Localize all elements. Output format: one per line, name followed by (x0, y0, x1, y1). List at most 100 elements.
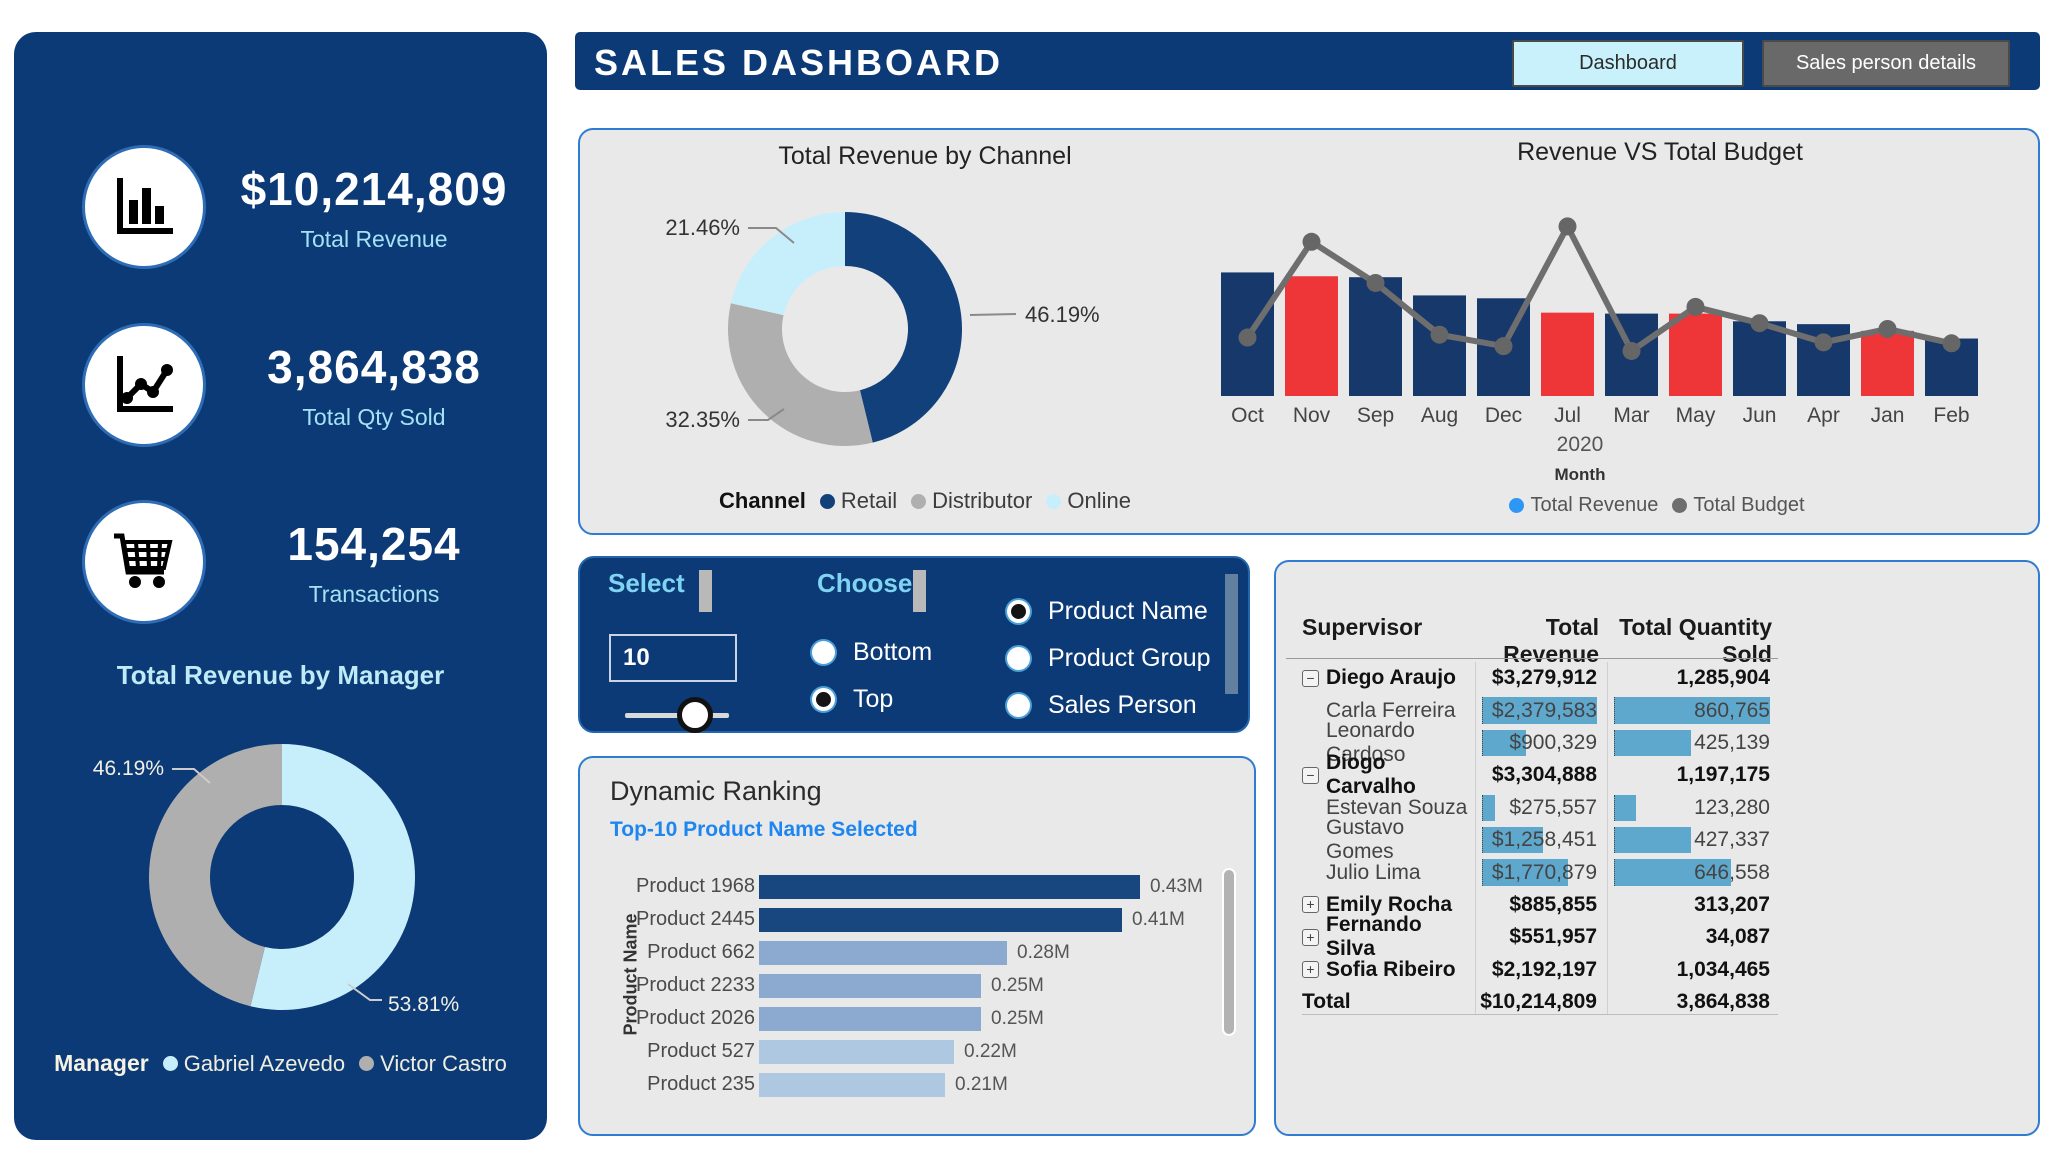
budget-point-sep[interactable] (1366, 273, 1385, 292)
ranking-category-label: Product 2233 (636, 974, 755, 996)
revenue-bar-jun[interactable] (1733, 321, 1786, 396)
tab-dashboard[interactable]: Dashboard (1512, 40, 1744, 87)
matrix-column-header-2[interactable]: Total Revenue (1503, 614, 1599, 667)
donut-slice-retail[interactable] (845, 212, 962, 443)
topn-slider-handle[interactable] (677, 697, 713, 733)
ranking-bar[interactable] (759, 1072, 945, 1097)
ranking-bar[interactable] (759, 1039, 954, 1064)
topn-value-input[interactable] (609, 634, 737, 682)
revenue-bar-jul[interactable] (1541, 312, 1594, 396)
choose-scrollbar[interactable] (913, 570, 926, 612)
radio-icon[interactable] (812, 688, 835, 711)
radio-icon[interactable] (1007, 694, 1030, 717)
tab-sales-person-details[interactable]: Sales person details (1762, 40, 2010, 87)
donut-slice-gabriel-azevedo[interactable] (250, 744, 416, 1010)
budget-point-aug[interactable] (1430, 325, 1449, 344)
matrix-row-sofia-ribeiro[interactable]: + Sofia Ribeiro $2,192,197 1,034,465 (1276, 954, 1796, 986)
field-option-sales-person[interactable]: Sales Person (1007, 691, 1197, 720)
matrix-row-gustavo-gomes[interactable]: Gustavo Gomes $1,258,451 427,337 (1276, 816, 1796, 863)
revenue-databar (1482, 729, 1526, 757)
kpi-label: Total Revenue (300, 225, 448, 252)
matrix-quantity-cell: 427,337 (1694, 828, 1770, 852)
ranking-title: Dynamic Ranking (610, 776, 822, 806)
budget-point-jan[interactable] (1878, 319, 1897, 338)
choose-option-bottom[interactable]: Bottom (812, 638, 932, 667)
revenue-bar-nov[interactable] (1285, 276, 1338, 396)
budget-point-jul[interactable] (1558, 217, 1577, 236)
quantity-databar (1614, 826, 1691, 854)
revenue-bar-jan[interactable] (1861, 330, 1914, 396)
expand-icon[interactable]: + (1302, 928, 1319, 946)
expand-icon[interactable]: + (1302, 961, 1319, 979)
budget-point-oct[interactable] (1238, 328, 1257, 347)
matrix-column-header-3[interactable]: Total Quantity Sold (1619, 614, 1772, 667)
matrix-name-cell: Gustavo Gomes (1326, 816, 1405, 864)
choose-option-top[interactable]: Top (812, 685, 893, 714)
ranking-bar[interactable] (759, 940, 1007, 965)
donut-slice-victor-castro[interactable] (149, 744, 282, 1007)
donut-slice-online[interactable] (730, 212, 845, 316)
matrix-column-header-1[interactable]: Supervisor (1302, 614, 1423, 640)
ranking-value-label: 0.28M (1017, 941, 1070, 963)
legend-item-online[interactable]: Online (1046, 488, 1131, 514)
field-option-product-name[interactable]: Product Name (1007, 597, 1208, 626)
ranking-bar[interactable] (759, 1006, 981, 1031)
matrix-row-emily-rocha[interactable]: + Emily Rocha $885,855 313,207 (1276, 889, 1796, 921)
budget-point-apr[interactable] (1814, 333, 1833, 352)
ranking-row-product-527: Product 527 0.22M (580, 1035, 1230, 1068)
revenue-bar-aug[interactable] (1413, 295, 1466, 396)
legend-item-distributor[interactable]: Distributor (911, 488, 1032, 514)
matrix-row-carla-ferreira[interactable]: Carla Ferreira $2,379,583 860,765 (1276, 694, 1796, 726)
donut-slice-distributor[interactable] (728, 303, 873, 446)
revenue-bar-may[interactable] (1669, 313, 1722, 396)
budget-point-feb[interactable] (1942, 334, 1961, 353)
budget-point-jun[interactable] (1750, 314, 1769, 333)
collapse-icon[interactable]: − (1302, 669, 1319, 687)
matrix-row-estevan-souza[interactable]: Estevan Souza $275,557 123,280 (1276, 792, 1796, 824)
page-title: SALES DASHBOARD (594, 42, 1004, 83)
legend-item-victor-castro[interactable]: Victor Castro (359, 1051, 507, 1077)
legend-item-retail[interactable]: Retail (819, 488, 897, 514)
legend-item-total-revenue[interactable]: Total Revenue (1509, 494, 1658, 517)
expand-icon[interactable]: + (1302, 896, 1319, 914)
matrix-row-total[interactable]: Total $10,214,809 3,864,838 (1276, 986, 1796, 1018)
matrix-row-diego-araujo[interactable]: − Diego Araujo $3,279,912 1,285,904 (1276, 662, 1796, 694)
radio-icon[interactable] (1007, 600, 1030, 623)
budget-point-may[interactable] (1686, 297, 1705, 316)
x-tick-oct: Oct (1231, 404, 1264, 427)
ranking-bar[interactable] (759, 874, 1140, 899)
legend-dot (1672, 498, 1688, 513)
channel-legend: Channel Retail Distributor Online (580, 488, 1270, 514)
radio-icon[interactable] (812, 641, 835, 664)
ranking-bar[interactable] (759, 973, 981, 998)
legend-item-gabriel-azevedo[interactable]: Gabriel Azevedo (162, 1051, 345, 1077)
matrix-row-fernando-silva[interactable]: + Fernando Silva $551,957 34,087 (1276, 913, 1796, 960)
ranking-bar[interactable] (759, 907, 1122, 932)
manager-donut-chart[interactable]: 46.19% 53.81% (14, 32, 547, 1140)
legend-label: Online (1067, 488, 1131, 513)
budget-point-dec[interactable] (1494, 337, 1513, 356)
x-axis-title: Month (1555, 465, 1606, 484)
matrix-quantity-cell: 425,139 (1694, 730, 1770, 754)
matrix-quantity-cell: 1,197,175 (1676, 763, 1770, 787)
collapse-icon[interactable]: − (1302, 766, 1319, 784)
matrix-row-diogo-carvalho[interactable]: − Diogo Carvalho $3,304,888 1,197,175 (1276, 751, 1796, 798)
legend-item-total-budget[interactable]: Total Budget (1672, 494, 1805, 517)
matrix-bottom-divider (1302, 1014, 1778, 1015)
field-group-scrollbar[interactable] (1225, 574, 1238, 694)
ranking-category-label: Product 1968 (636, 875, 755, 897)
radio-label: Sales Person (1048, 691, 1197, 719)
channel-label-retail: 46.19% (1025, 302, 1100, 327)
field-option-product-group[interactable]: Product Group (1007, 644, 1211, 673)
select-scrollbar[interactable] (699, 570, 712, 612)
ranking-scrollbar[interactable] (1222, 868, 1236, 1036)
ranking-category-label: Product 2026 (636, 1007, 755, 1029)
radio-icon[interactable] (1007, 647, 1030, 670)
matrix-row-julio-lima[interactable]: Julio Lima $1,770,879 646,558 (1276, 856, 1796, 888)
matrix-revenue-cell: $10,214,809 (1480, 990, 1597, 1014)
matrix-row-leonardo-cardoso[interactable]: Leonardo Cardoso $900,329 425,139 (1276, 719, 1796, 766)
matrix-revenue-cell: $551,957 (1509, 925, 1597, 949)
budget-point-mar[interactable] (1622, 341, 1641, 360)
kpi-value: 154,254 (287, 517, 461, 570)
budget-point-nov[interactable] (1302, 232, 1321, 251)
